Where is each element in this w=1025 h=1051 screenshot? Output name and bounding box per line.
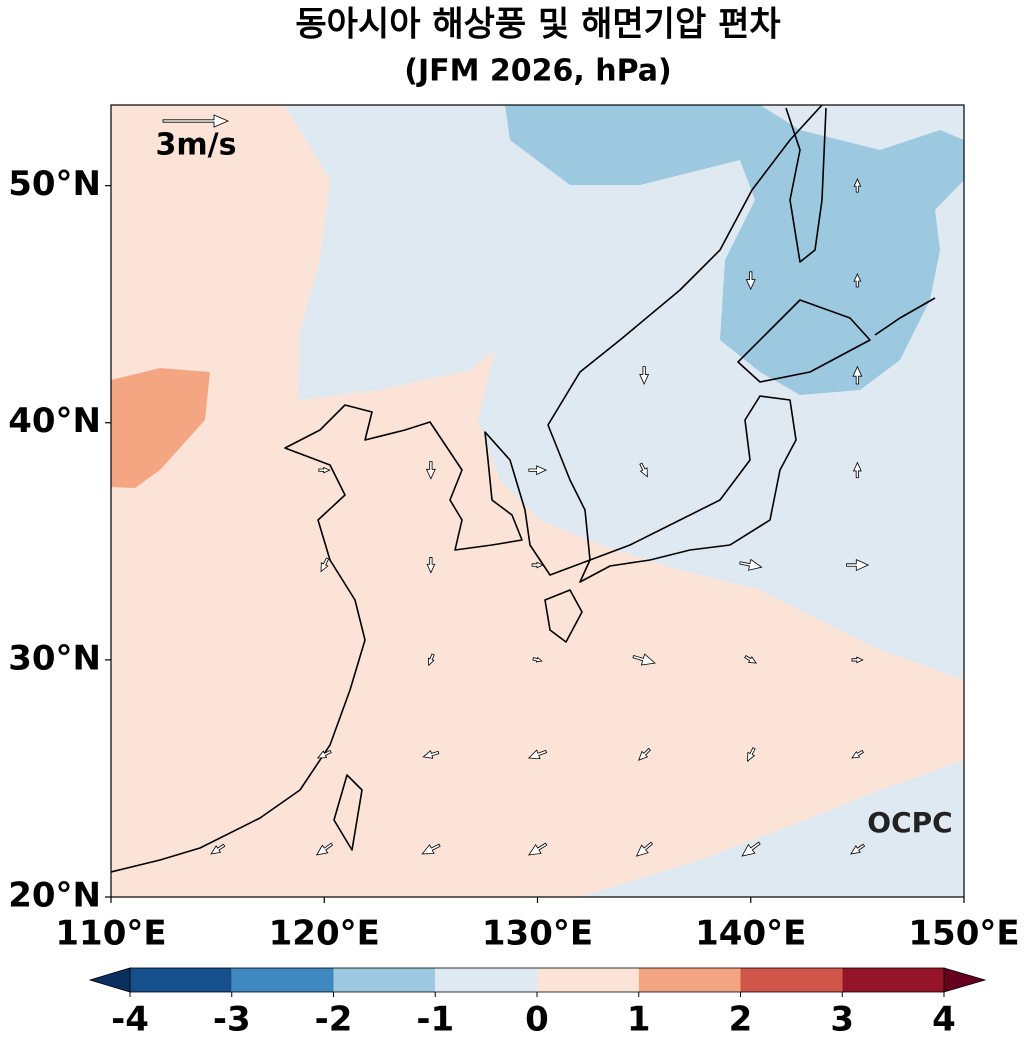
x-tick-label: 140°E bbox=[695, 914, 806, 954]
wind-vector bbox=[422, 750, 440, 759]
colorbar-label: 1 bbox=[627, 1000, 651, 1040]
wind-vector bbox=[316, 749, 332, 759]
colorbar-swatch bbox=[740, 968, 843, 992]
colorbar-extension bbox=[88, 967, 131, 993]
wind-vector bbox=[427, 653, 435, 667]
colorbar-swatch bbox=[537, 968, 639, 992]
colorbar-label: 0 bbox=[525, 1000, 549, 1040]
anomaly-region bbox=[111, 368, 210, 488]
colorbar-label: -2 bbox=[315, 1000, 353, 1040]
anomaly-region bbox=[505, 105, 964, 395]
colorbar-label: -3 bbox=[213, 1000, 251, 1040]
y-tick-label: 50°N bbox=[8, 164, 101, 204]
wind-vector bbox=[747, 747, 756, 763]
colorbar-extension bbox=[943, 967, 987, 993]
y-tick-label: 40°N bbox=[8, 401, 101, 441]
map bbox=[111, 105, 964, 897]
wind-vector bbox=[852, 365, 863, 385]
wind-vector bbox=[853, 178, 862, 193]
wind-vector bbox=[638, 747, 651, 761]
anomaly-region bbox=[580, 760, 964, 897]
reference-vector bbox=[162, 114, 230, 128]
colorbar-label: -4 bbox=[111, 1000, 149, 1040]
wind-vector bbox=[210, 843, 226, 855]
wind-vector bbox=[639, 366, 650, 385]
wind-vector bbox=[846, 558, 870, 572]
wind-vector bbox=[528, 842, 548, 856]
wind-vector bbox=[741, 841, 761, 857]
wind-vector bbox=[527, 749, 548, 760]
wind-vector bbox=[739, 558, 763, 571]
wind-vector bbox=[528, 465, 548, 476]
wind-vector bbox=[851, 749, 864, 759]
wind-vector bbox=[425, 461, 436, 480]
wind-vector bbox=[318, 466, 331, 474]
wind-vector bbox=[315, 842, 334, 856]
wind-vector bbox=[639, 462, 648, 478]
coastline bbox=[874, 297, 936, 336]
wind-vector bbox=[426, 557, 436, 574]
chart-title: 동아시아 해상풍 및 해면기압 편차 bbox=[295, 5, 780, 45]
wind-vector bbox=[532, 656, 543, 663]
wind-vector bbox=[851, 656, 864, 664]
y-tick-label: 30°N bbox=[8, 638, 101, 678]
colorbar-swatch bbox=[638, 968, 741, 992]
colorbar-label: 2 bbox=[729, 1000, 753, 1040]
wind-vector bbox=[745, 271, 756, 291]
coastline bbox=[579, 395, 797, 583]
wind-vector bbox=[850, 843, 866, 855]
y-tick-label: 20°N bbox=[8, 876, 101, 916]
logo: OCPC bbox=[867, 806, 952, 839]
wind-vector bbox=[744, 655, 757, 664]
x-tick-label: 150°E bbox=[908, 914, 1019, 954]
colorbar-label: -1 bbox=[416, 1000, 454, 1040]
colorbar-swatch bbox=[842, 968, 944, 992]
colorbar-swatch bbox=[435, 968, 537, 992]
coastline bbox=[737, 299, 871, 383]
colorbar-label: 4 bbox=[932, 1000, 956, 1040]
colorbar-label: 3 bbox=[830, 1000, 854, 1040]
wind-vector bbox=[853, 273, 862, 288]
colorbar-swatch bbox=[333, 968, 436, 992]
coastline bbox=[785, 107, 827, 263]
x-tick-label: 110°E bbox=[55, 914, 166, 954]
wind-vector bbox=[852, 461, 862, 479]
wind-vector bbox=[635, 841, 654, 857]
wind-vector bbox=[320, 557, 330, 573]
coastline bbox=[333, 774, 363, 851]
wind-vector bbox=[421, 843, 441, 855]
wind-vector bbox=[632, 653, 656, 666]
colorbar-swatch bbox=[130, 968, 232, 992]
wind-vector bbox=[531, 561, 544, 569]
coastline bbox=[111, 105, 823, 873]
reference-vector-label: 3m/s bbox=[156, 128, 237, 163]
coastline bbox=[544, 589, 583, 643]
x-tick-label: 120°E bbox=[269, 914, 380, 954]
x-tick-label: 130°E bbox=[482, 914, 593, 954]
chart-subtitle: (JFM 2026, hPa) bbox=[404, 54, 672, 89]
colorbar-swatch bbox=[231, 968, 334, 992]
